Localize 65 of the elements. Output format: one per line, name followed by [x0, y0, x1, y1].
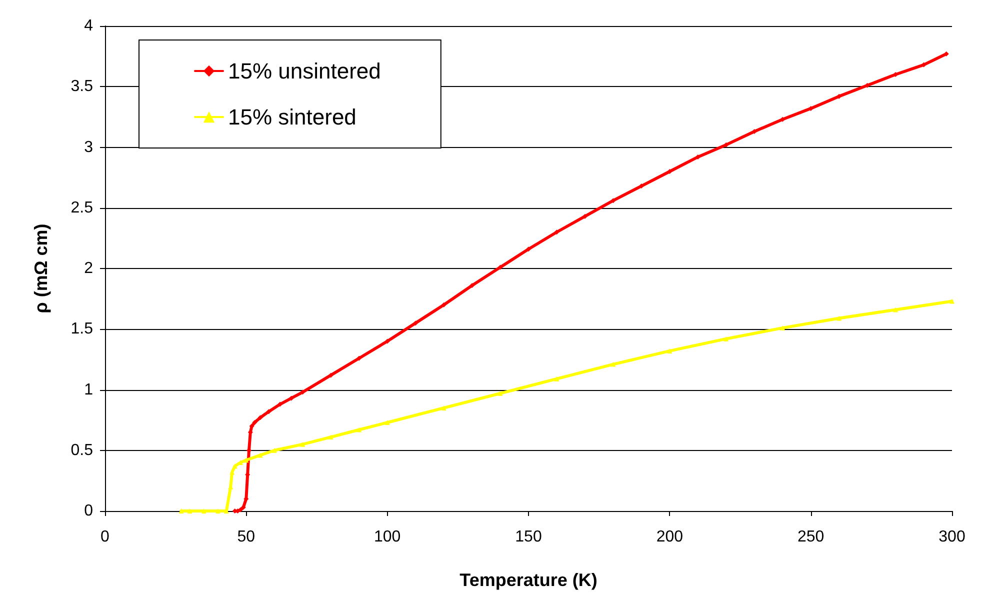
point: [258, 452, 263, 458]
point: [300, 442, 306, 447]
point: [610, 198, 616, 204]
y-tick-label: 0.5: [70, 442, 94, 459]
point: [950, 298, 954, 304]
point: [893, 307, 898, 312]
point: [864, 82, 870, 88]
point: [288, 396, 294, 401]
point: [278, 402, 283, 407]
point: [244, 458, 249, 463]
point: [238, 507, 244, 512]
x-tick-label: 200: [656, 528, 684, 546]
y-tick-label: 2: [84, 260, 94, 277]
legend-label: 15% unsintered: [228, 58, 381, 84]
point: [441, 405, 446, 410]
y-tick-label: 3: [84, 138, 94, 156]
point: [356, 356, 362, 361]
point: [944, 51, 949, 56]
point: [498, 390, 503, 396]
point: [610, 362, 616, 367]
y-tick-label: 4: [84, 18, 94, 34]
point: [638, 184, 644, 189]
x-tick-label: 50: [237, 528, 256, 546]
point: [215, 508, 220, 514]
point: [258, 415, 263, 420]
point: [328, 434, 334, 440]
point: [356, 427, 362, 432]
point: [252, 420, 258, 425]
y-tick-label: 1.5: [70, 320, 94, 338]
point: [328, 372, 334, 378]
x-axis-title: Temperature (K): [460, 570, 598, 590]
x-tick-label: 300: [938, 528, 966, 546]
point: [667, 348, 672, 354]
point: [526, 246, 531, 252]
point: [836, 316, 842, 321]
x-tick-label: 250: [797, 528, 824, 546]
x-tick-label: 0: [100, 528, 110, 546]
point: [187, 508, 192, 514]
point: [272, 448, 277, 453]
y-axis-title: ρ (mΩ cm): [31, 224, 51, 314]
point: [266, 409, 272, 414]
point: [470, 282, 475, 288]
point: [300, 390, 306, 395]
y-tick-label: 0: [84, 502, 94, 520]
point: [554, 376, 560, 382]
line-series: [178, 298, 954, 514]
point: [498, 264, 503, 270]
y-tick-label: 3.5: [70, 78, 94, 96]
point: [441, 302, 446, 308]
point: [178, 508, 184, 514]
y-tick-label: 2.5: [70, 199, 94, 216]
point: [724, 142, 729, 148]
legend-label: 15% sintered: [228, 104, 356, 130]
point: [667, 169, 672, 174]
x-tick-label: 100: [374, 528, 401, 546]
point: [384, 338, 390, 344]
x-tick-label: 150: [515, 528, 542, 546]
point: [201, 508, 206, 514]
point: [384, 420, 390, 425]
point: [780, 325, 786, 330]
point: [554, 230, 560, 235]
y-tick-label: 1: [84, 381, 94, 398]
point: [724, 336, 729, 342]
point: [413, 320, 418, 326]
point: [582, 214, 588, 219]
